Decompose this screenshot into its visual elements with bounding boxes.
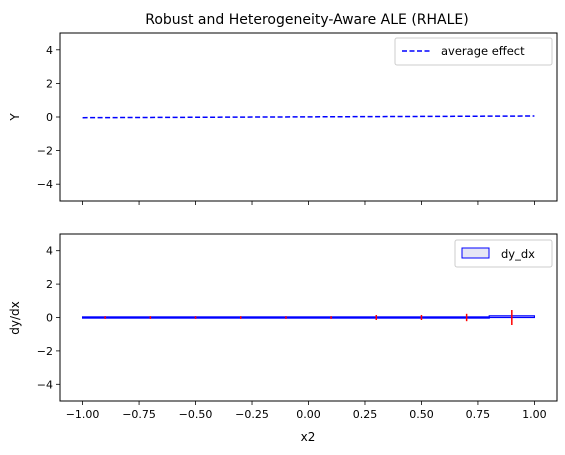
bottom-x-axis-label: x2: [301, 430, 316, 444]
bottom-ticks: −4 −2 0 2 4 −1.00 −0.75 −0.50 −0.25 0.00 0.25 0.50 0…: [37, 245, 547, 421]
bottom-y-tick-label: −2: [37, 345, 53, 358]
bottom-x-tick-label: −0.75: [122, 408, 156, 421]
bottom-x-tick-label: 1.00: [522, 408, 547, 421]
bottom-y-tick-label: 2: [46, 278, 53, 291]
bottom-y-tick-label: 0: [46, 312, 53, 325]
bottom-y-tick-label: 4: [46, 245, 53, 258]
bottom-x-tick-label: 0.50: [409, 408, 434, 421]
legend-label-average-effect: average effect: [441, 44, 525, 58]
top-plot-marks: [82, 115, 535, 119]
chart-title: Robust and Heterogeneity-Aware ALE (RHAL…: [145, 12, 468, 28]
bottom-y-axis-label: dy/dx: [8, 301, 22, 334]
top-y-axis-label: Y: [8, 113, 22, 122]
legend-label-dy-dx: dy_dx: [501, 247, 535, 261]
top-axes: Robust and Heterogeneity-Aware ALE (RHAL…: [8, 12, 558, 205]
bottom-axes: dy/dx x2 −4 −2 0 2 4 −1.00 −0.75 −0.50 −0.25 0.00…: [8, 233, 558, 444]
top-legend-box: [394, 37, 553, 66]
legend-swatch-dy-dx: [461, 247, 490, 259]
bottom-y-tick-label: −4: [37, 378, 53, 391]
top-y-tick-label: 0: [46, 111, 53, 124]
top-y-tick-label: −4: [37, 178, 53, 191]
series-line-average-effect: [82, 115, 535, 119]
top-ticks: −4 −2 0 2 4: [37, 44, 535, 205]
bottom-x-tick-label: 0.25: [353, 408, 378, 421]
bottom-legend-box: [454, 239, 553, 268]
bottom-x-tick-label: −1.00: [66, 408, 100, 421]
top-y-tick-label: −2: [37, 145, 53, 158]
bottom-plot-marks: [81, 309, 536, 326]
bottom-x-tick-label: 0.75: [466, 408, 491, 421]
bottom-x-tick-label: −0.25: [235, 408, 269, 421]
bottom-x-tick-label: 0.00: [296, 408, 321, 421]
top-y-tick-label: 2: [46, 77, 53, 90]
bottom-legend: dy_dx: [454, 239, 553, 268]
bottom-x-tick-label: −0.50: [179, 408, 213, 421]
top-y-tick-label: 4: [46, 44, 53, 57]
top-legend: average effect: [394, 37, 553, 66]
